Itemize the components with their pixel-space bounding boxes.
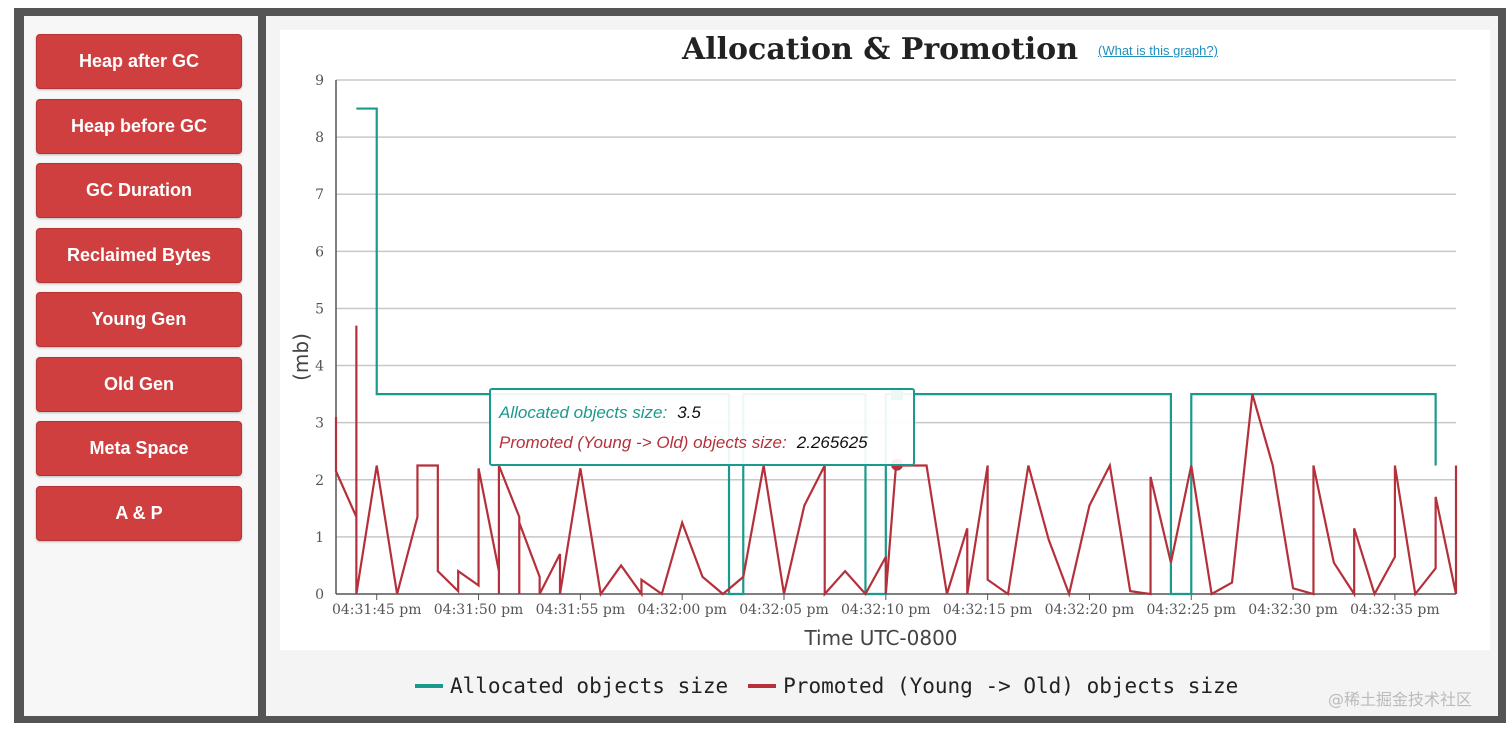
- y-tick-label: 3: [315, 416, 324, 432]
- tooltip-allocated-row: Allocated objects size: 3.5: [499, 400, 905, 430]
- y-tick-label: 2: [315, 473, 324, 489]
- x-tick-label: 04:32:00 pm: [637, 602, 727, 618]
- old-gen-button[interactable]: Old Gen: [36, 357, 242, 412]
- x-tick-label: 04:32:30 pm: [1248, 602, 1338, 618]
- y-tick-label: 4: [315, 359, 324, 375]
- legend-label-allocated: Allocated objects size: [450, 674, 729, 698]
- x-tick-label: 04:31:50 pm: [434, 602, 524, 618]
- watermark: @稀土掘金技术社区: [1328, 690, 1473, 709]
- legend-swatch-promoted: [748, 684, 777, 688]
- chart-title: Allocation & Promotion: [681, 32, 1079, 67]
- y-tick-label: 9: [315, 73, 324, 89]
- y-tick-label: 1: [315, 530, 324, 546]
- y-tick-label: 6: [315, 244, 324, 260]
- gc-duration-button[interactable]: GC Duration: [36, 163, 242, 218]
- x-tick-label: 04:32:35 pm: [1350, 602, 1440, 618]
- tooltip-promoted-row: Promoted (Young -> Old) objects size: 2.2…: [499, 430, 905, 460]
- heap-after-gc-button[interactable]: Heap after GC: [36, 34, 242, 89]
- x-axis-label: Time UTC-0800: [803, 626, 957, 650]
- tooltip-promoted-value: 2.265625: [796, 433, 868, 452]
- y-axis-label: (mb): [289, 333, 313, 381]
- x-tick-label: 04:32:10 pm: [841, 602, 931, 618]
- what-is-this-graph-link[interactable]: (What is this graph?): [1098, 43, 1218, 58]
- y-tick-label: 7: [315, 187, 324, 203]
- tooltip-promoted-label: Promoted (Young -> Old) objects size:: [499, 433, 787, 452]
- x-tick-label: 04:31:55 pm: [536, 602, 626, 618]
- tooltip-allocated-label: Allocated objects size:: [499, 403, 668, 422]
- heap-before-gc-button[interactable]: Heap before GC: [36, 99, 242, 154]
- legend-label-promoted: Promoted (Young -> Old) objects size: [783, 674, 1239, 698]
- chart-tooltip: Allocated objects size: 3.5 Promoted (You…: [489, 388, 915, 466]
- promoted-series-line: [334, 325, 1458, 598]
- y-tick-label: 0: [315, 587, 324, 603]
- young-gen-button[interactable]: Young Gen: [36, 292, 242, 347]
- chart-legend: Allocated objects size Promoted (Young -…: [415, 672, 1258, 700]
- x-tick-label: 04:32:05 pm: [739, 602, 829, 618]
- reclaimed-bytes-button[interactable]: Reclaimed Bytes: [36, 228, 242, 283]
- y-tick-label: 8: [315, 130, 324, 146]
- legend-item-promoted[interactable]: Promoted (Young -> Old) objects size: [748, 674, 1238, 698]
- x-tick-label: 04:32:25 pm: [1146, 602, 1236, 618]
- sidebar: Heap after GC Heap before GC GC Duration…: [24, 16, 258, 716]
- meta-space-button[interactable]: Meta Space: [36, 421, 242, 476]
- x-tick-label: 04:32:20 pm: [1045, 602, 1135, 618]
- legend-swatch-allocated: [415, 684, 443, 688]
- x-tick-label: 04:32:15 pm: [943, 602, 1033, 618]
- y-tick-label: 5: [315, 301, 324, 317]
- x-tick-label: 04:31:45 pm: [332, 602, 422, 618]
- legend-item-allocated[interactable]: Allocated objects size: [415, 674, 728, 698]
- tooltip-allocated-value: 3.5: [677, 403, 701, 422]
- a-and-p-button[interactable]: A & P: [36, 486, 242, 541]
